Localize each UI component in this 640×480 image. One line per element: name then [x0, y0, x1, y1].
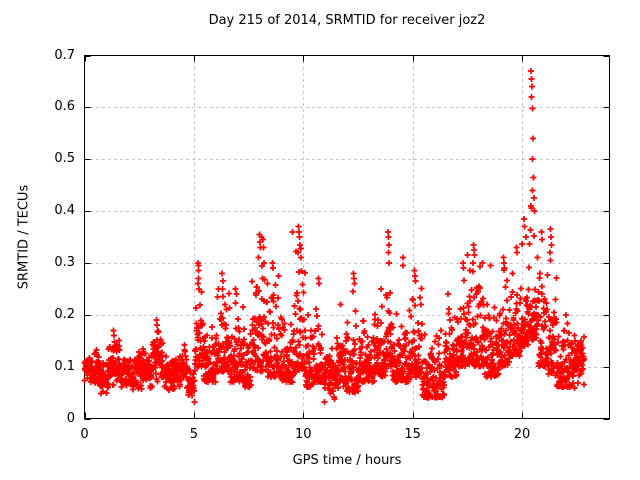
x-tick-label: 20	[513, 427, 531, 442]
x-tick-label: 5	[189, 427, 199, 442]
y-tick-label: 0.3	[54, 254, 75, 270]
axis-ticks	[84, 55, 610, 420]
y-tick-label: 0.1	[54, 358, 75, 374]
grid-lines	[84, 55, 610, 419]
y-tick-label: 0.2	[54, 306, 75, 322]
x-tick-label: 0	[80, 427, 89, 442]
chart-title: Day 215 of 2014, SRMTID for receiver joz…	[208, 13, 486, 28]
y-tick-label: 0.5	[54, 151, 75, 167]
y-tick-label: 0.4	[54, 203, 75, 219]
y-tick-label: 0.7	[54, 47, 75, 63]
x-tick-label: 15	[404, 427, 421, 442]
data-points	[81, 68, 587, 405]
x-tick-label: 10	[294, 427, 312, 442]
x-axis-label: GPS time / hours	[292, 453, 402, 468]
y-tick-label: 0.6	[54, 99, 75, 115]
y-tick-label: 0	[66, 410, 75, 426]
plot-border	[84, 55, 610, 419]
